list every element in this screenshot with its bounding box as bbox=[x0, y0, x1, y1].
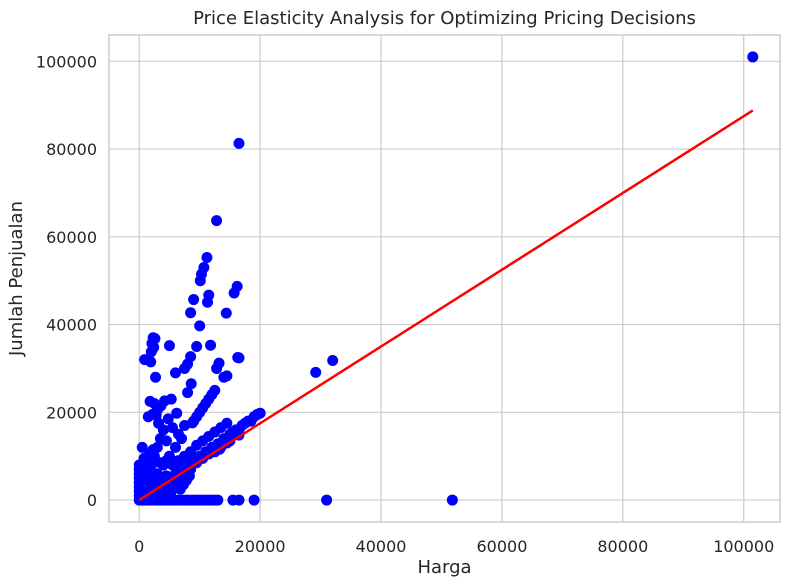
scatter-point bbox=[191, 341, 203, 353]
scatter-point bbox=[211, 362, 223, 374]
scatter-point bbox=[310, 366, 322, 378]
y-axis-label: Jumlah Penjualan bbox=[6, 201, 27, 357]
scatter-point bbox=[185, 307, 197, 319]
scatter-point bbox=[171, 407, 183, 419]
scatter-point bbox=[183, 470, 195, 482]
y-tick-label: 80000 bbox=[46, 140, 97, 159]
y-tick-label: 0 bbox=[87, 491, 97, 510]
y-tick-label: 100000 bbox=[36, 52, 97, 71]
plot-frame bbox=[108, 34, 781, 523]
scatter-point bbox=[165, 393, 177, 405]
scatter-point bbox=[150, 371, 162, 383]
scatter-point bbox=[205, 339, 217, 351]
scatter-point bbox=[321, 494, 333, 506]
fit-line-group bbox=[138, 109, 754, 502]
scatter-point bbox=[194, 275, 206, 287]
scatter-point bbox=[209, 384, 221, 396]
x-tick-label: 60000 bbox=[476, 537, 527, 556]
scatter-point bbox=[188, 294, 200, 306]
scatter-point bbox=[251, 409, 263, 421]
scatter-point bbox=[136, 441, 148, 453]
scatter-point bbox=[248, 494, 260, 506]
scatter-point bbox=[211, 215, 223, 227]
scatter-point bbox=[203, 393, 215, 405]
scatter-point bbox=[446, 494, 458, 506]
scatter-point bbox=[327, 355, 339, 367]
scatter-point bbox=[162, 413, 174, 425]
scatter-point bbox=[157, 424, 169, 436]
chart-title: Price Elasticity Analysis for Optimizing… bbox=[193, 8, 696, 29]
scatter-point bbox=[194, 320, 206, 332]
scatter-point bbox=[191, 411, 203, 423]
scatter-point bbox=[228, 287, 240, 299]
scatter-point bbox=[233, 352, 245, 364]
scatter-point bbox=[220, 307, 232, 319]
scatter-point bbox=[179, 419, 191, 431]
scatter-point bbox=[145, 346, 157, 358]
scatter-point bbox=[163, 340, 175, 352]
scatter-point bbox=[160, 435, 172, 447]
scatter-point bbox=[221, 370, 233, 382]
scatter-point bbox=[176, 433, 188, 445]
scatter-point bbox=[133, 459, 145, 471]
scatter-point bbox=[147, 444, 159, 456]
scatter-point bbox=[233, 137, 245, 149]
scatter-point bbox=[202, 296, 214, 308]
scatter-point bbox=[145, 356, 157, 368]
y-tick-label: 60000 bbox=[46, 228, 97, 247]
scatter-point bbox=[747, 51, 759, 63]
scatter-point bbox=[169, 367, 181, 379]
scatter-point bbox=[197, 402, 209, 414]
x-tick-label: 20000 bbox=[235, 537, 286, 556]
x-tick-label: 80000 bbox=[597, 537, 648, 556]
scatter-point bbox=[185, 351, 197, 363]
scatter-point bbox=[201, 251, 213, 263]
scatter-point bbox=[185, 378, 197, 390]
x-axis-label: Harga bbox=[417, 557, 471, 578]
scatter-point bbox=[182, 387, 194, 399]
scatter-point bbox=[233, 494, 245, 506]
regression-line bbox=[138, 109, 754, 502]
y-tick-label: 40000 bbox=[46, 316, 97, 335]
scatter-point bbox=[212, 494, 224, 506]
x-tick-label: 0 bbox=[134, 537, 144, 556]
scatter-points bbox=[133, 51, 759, 506]
scatter-point bbox=[221, 417, 233, 429]
y-tick-label: 20000 bbox=[46, 403, 97, 422]
x-tick-label: 40000 bbox=[356, 537, 407, 556]
tick-labels: 0 20000 40000 60000 80000 100000 0 20000 40000 60… bbox=[36, 52, 774, 556]
scatter-point bbox=[169, 441, 181, 453]
x-tick-label: 100000 bbox=[713, 537, 774, 556]
